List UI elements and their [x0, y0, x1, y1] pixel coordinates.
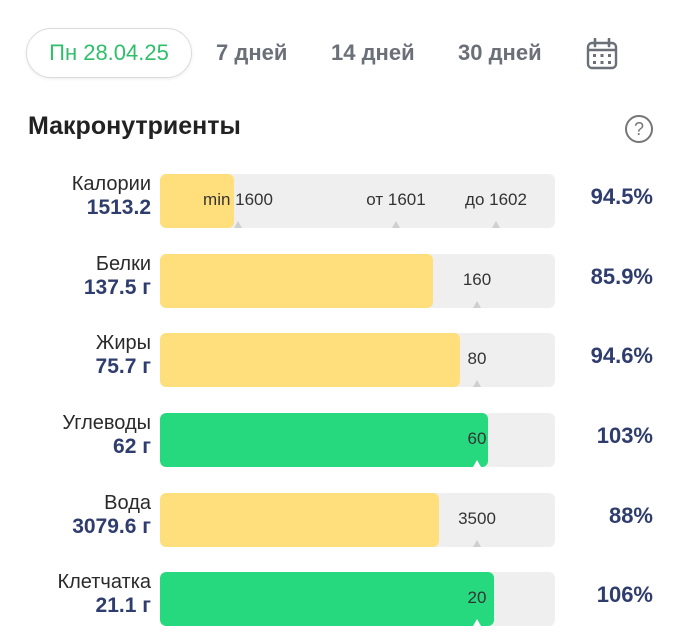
calendar-icon[interactable]: [586, 38, 618, 70]
section-title: Макронутриенты: [28, 112, 241, 140]
marker-triangle: [492, 221, 500, 228]
macro-bar: 60: [160, 413, 555, 467]
macro-percent: 88%: [608, 503, 653, 528]
macro-bar: 3500: [160, 493, 555, 547]
macro-value: 3079.6 г: [72, 515, 151, 538]
date-range-tabs: Пн 28.04.25 7 дней 14 дней 30 дней: [26, 28, 654, 78]
target-label: 3500: [458, 509, 496, 528]
macro-percent: 106%: [596, 582, 653, 607]
macro-bar: 80: [160, 333, 555, 387]
macro-label: Углеводы 62 г: [62, 411, 151, 459]
macro-percent: 94.6%: [590, 343, 653, 368]
marker-triangle: [473, 301, 481, 308]
macro-percent: 85.9%: [590, 264, 653, 289]
target-label: от 1601: [366, 190, 426, 209]
macro-name: Калории: [71, 173, 151, 195]
macro-bar-fill: [160, 493, 439, 547]
marker-triangle: [473, 540, 481, 547]
target-label: 160: [462, 270, 492, 289]
target-label: 80: [467, 349, 487, 368]
marker-triangle: [473, 460, 481, 467]
macro-percent: 103%: [596, 423, 653, 448]
target-label: до 1602: [465, 190, 527, 209]
macro-row-carbs: Углеводы 62 г 60 103%: [0, 409, 680, 469]
macro-bar-fill: [160, 174, 234, 228]
macro-bar-fill: [160, 254, 433, 308]
tab-today[interactable]: Пн 28.04.25: [26, 28, 192, 78]
tab-30-days[interactable]: 30 дней: [458, 40, 542, 65]
macro-label: Клетчатка 21.1 г: [57, 570, 151, 618]
macro-value: 21.1 г: [95, 594, 151, 617]
macro-bar: min 1600 от 1601 до 1602: [160, 174, 555, 228]
macro-label: Белки 137.5 г: [84, 252, 151, 300]
marker-triangle: [473, 380, 481, 387]
target-label: min 1600: [203, 190, 273, 209]
macro-bar-fill: [160, 413, 488, 467]
macro-name: Углеводы: [62, 412, 151, 434]
macro-bar-fill: [160, 333, 460, 387]
macro-percent: 94.5%: [590, 184, 653, 209]
tab-14-days[interactable]: 14 дней: [331, 40, 415, 65]
macro-label: Калории 1513.2: [72, 172, 151, 220]
tab-7-days[interactable]: 7 дней: [216, 40, 288, 65]
macro-label: Жиры 75.7 г: [96, 331, 151, 379]
macro-bar: 20: [160, 572, 555, 626]
marker-triangle: [234, 221, 242, 228]
macro-row-protein: Белки 137.5 г 160 85.9%: [0, 250, 680, 310]
macro-value: 137.5 г: [83, 276, 151, 299]
marker-triangle: [473, 619, 481, 626]
marker-triangle: [392, 221, 400, 228]
macro-value: 75.7 г: [95, 355, 151, 378]
macro-row-fiber: Клетчатка 21.1 г 20 106%: [0, 568, 680, 628]
macro-row-fat: Жиры 75.7 г 80 94.6%: [0, 329, 680, 389]
macro-bar: 160: [160, 254, 555, 308]
help-icon[interactable]: ?: [625, 115, 653, 143]
macro-name: Клетчатка: [57, 571, 151, 593]
macro-name: Белки: [95, 253, 151, 275]
target-label: 20: [467, 588, 487, 607]
macro-label: Вода 3079.6 г: [72, 491, 151, 539]
macro-name: Вода: [104, 492, 151, 514]
macro-value: 62 г: [113, 435, 151, 458]
macro-bar-fill: [160, 572, 494, 626]
macro-value: 1513.2: [86, 196, 151, 219]
target-label: 60: [467, 429, 487, 448]
macro-name: Жиры: [95, 332, 151, 354]
macro-row-water: Вода 3079.6 г 3500 88%: [0, 489, 680, 549]
macro-row-calories: Калории 1513.2 min 1600 от 1601 до 1602 …: [0, 170, 680, 230]
